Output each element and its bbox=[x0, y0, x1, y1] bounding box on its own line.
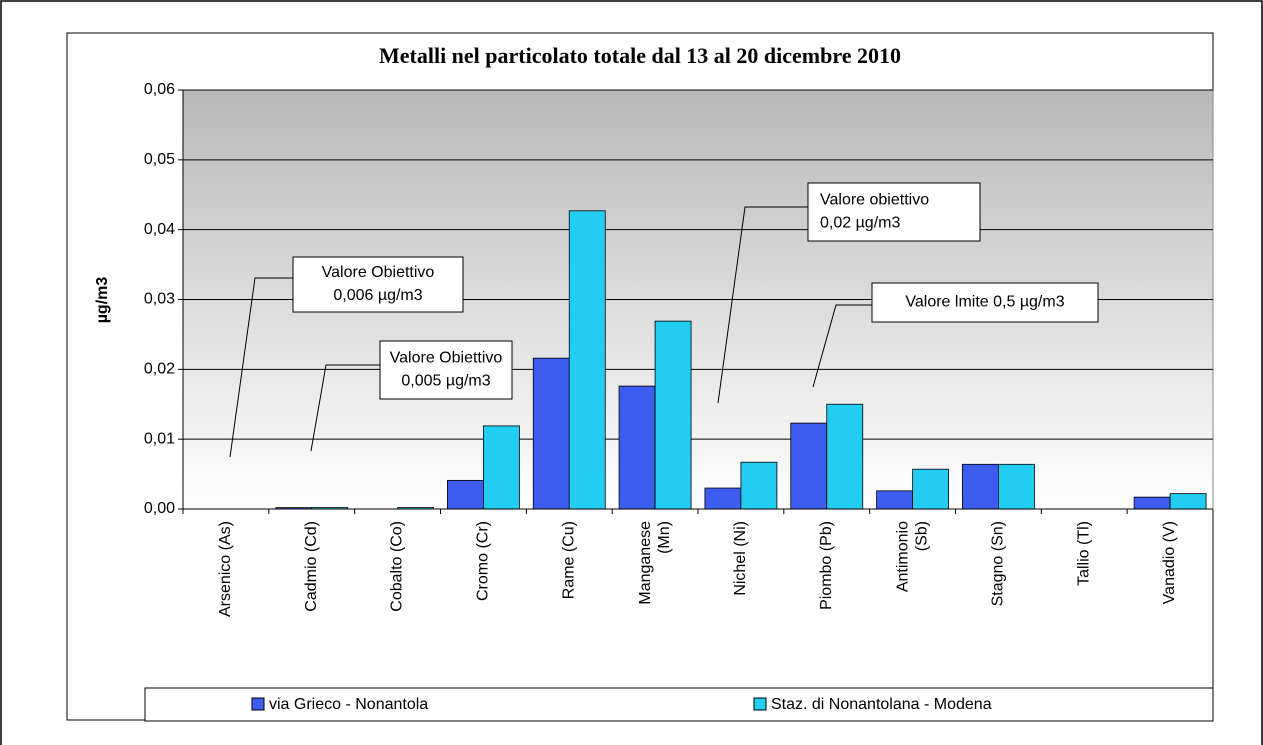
x-tick-label: Manganese (Mn) bbox=[637, 521, 673, 605]
x-tick-label: Stagno (Sn) bbox=[990, 521, 1007, 606]
y-tick-label: 0,04 bbox=[144, 221, 175, 238]
callout-line bbox=[717, 206, 808, 404]
legend-swatch bbox=[251, 697, 265, 711]
annotation-text: Valore Obiettivo bbox=[322, 264, 435, 281]
bar bbox=[704, 487, 742, 510]
bar bbox=[568, 210, 606, 510]
annotation-box bbox=[379, 340, 513, 400]
bar bbox=[654, 320, 692, 510]
annotation-text: Valore lmite 0,5 µg/m3 bbox=[905, 294, 1064, 311]
x-tick-label: Antimonio (Sb) bbox=[895, 521, 931, 592]
legend-label: Staz. di Nonantolana - Modena bbox=[771, 696, 992, 713]
callout-line bbox=[310, 364, 380, 452]
x-tick-label: Vanadio (V) bbox=[1161, 521, 1178, 604]
bar bbox=[447, 479, 484, 510]
x-tick-label: Cobalto (Co) bbox=[389, 521, 406, 612]
annotation-box bbox=[292, 256, 464, 313]
bar bbox=[483, 425, 520, 510]
bar bbox=[1133, 496, 1171, 510]
legend-label: via Grieco - Nonantola bbox=[269, 696, 428, 713]
bar bbox=[998, 463, 1035, 510]
x-tick-label: Arsenico (As) bbox=[217, 521, 234, 617]
y-tick-label: 0,01 bbox=[144, 430, 175, 447]
annotation-text: 0,02 µg/m3 bbox=[820, 215, 900, 232]
bar bbox=[740, 461, 778, 510]
y-tick-label: 0,02 bbox=[144, 361, 175, 378]
callout-line bbox=[812, 304, 872, 388]
annotation-text: Valore Obiettivo bbox=[390, 350, 503, 367]
annotation-box bbox=[871, 282, 1099, 323]
annotation-box bbox=[807, 182, 981, 242]
bar bbox=[962, 463, 999, 510]
y-tick-label: 0,06 bbox=[144, 81, 175, 98]
bar bbox=[876, 490, 913, 510]
legend bbox=[144, 687, 1214, 722]
annotation-text: 0,005 µg/m3 bbox=[401, 373, 490, 390]
legend-swatch bbox=[753, 697, 767, 711]
x-tick-label: Nichel (Ni) bbox=[732, 521, 749, 596]
x-tick-label: Rame (Cu) bbox=[560, 521, 577, 599]
x-tick-label: Piombo (Pb) bbox=[818, 521, 835, 610]
y-tick-label: 0,03 bbox=[144, 291, 175, 308]
bar bbox=[1169, 493, 1207, 510]
y-axis-label: µg/m3 bbox=[94, 277, 111, 324]
bar bbox=[790, 422, 828, 510]
bar bbox=[912, 468, 949, 510]
y-tick-label: 0,05 bbox=[144, 151, 175, 168]
bar bbox=[532, 357, 570, 510]
bar bbox=[618, 385, 656, 510]
bar bbox=[826, 403, 864, 510]
x-tick-label: Cromo (Cr) bbox=[475, 521, 492, 601]
y-tick-label: 0,00 bbox=[144, 500, 175, 517]
callout-line bbox=[229, 277, 295, 458]
x-tick-label: Cadmio (Cd) bbox=[303, 521, 320, 612]
x-tick-label: Tallio (Tl) bbox=[1075, 521, 1092, 586]
annotation-text: Valore obiettivo bbox=[820, 192, 929, 209]
chart-title: Metalli nel particolato totale dal 13 al… bbox=[379, 43, 901, 68]
annotation-text: 0,006 µg/m3 bbox=[333, 287, 422, 304]
